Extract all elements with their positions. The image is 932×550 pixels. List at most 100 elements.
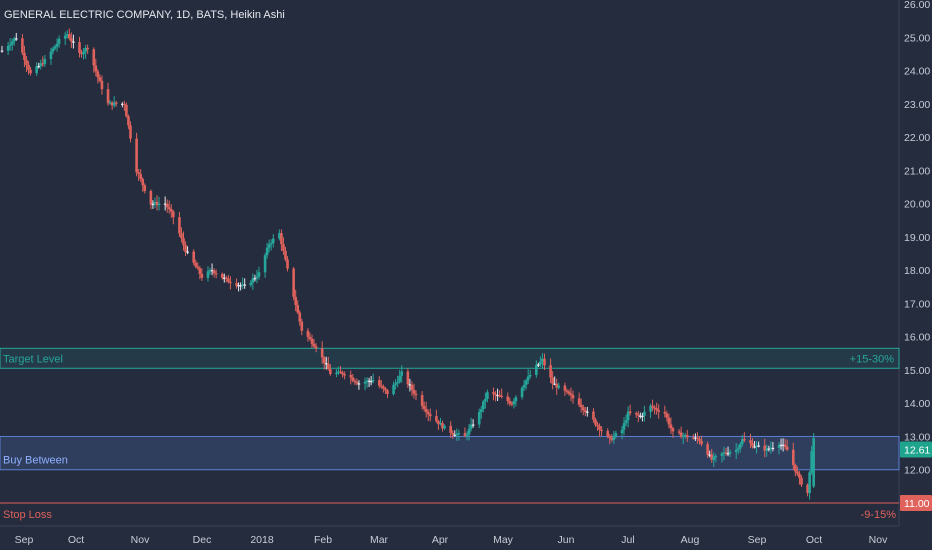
candle-body bbox=[212, 270, 216, 274]
candle-body bbox=[792, 449, 795, 465]
candle-body bbox=[392, 384, 395, 395]
candle-body bbox=[112, 102, 116, 106]
candle-body bbox=[779, 444, 783, 447]
x-tick-label: Sep bbox=[748, 534, 767, 546]
candle-body bbox=[214, 273, 218, 275]
last-price-badge bbox=[900, 441, 932, 458]
candle-body bbox=[736, 448, 740, 450]
candle-body bbox=[622, 423, 626, 430]
candle-body bbox=[528, 374, 532, 377]
candle-body bbox=[424, 408, 428, 413]
candle-body bbox=[639, 415, 642, 417]
candle-body bbox=[596, 424, 599, 426]
candle-body bbox=[412, 389, 416, 394]
price-axis: 26.00 25.00 24.00 23.00 22.00 21.00 20.00 19.00… bbox=[904, 0, 930, 510]
candle-body bbox=[443, 425, 446, 429]
candle-body bbox=[394, 383, 397, 385]
candle-body bbox=[426, 412, 430, 415]
target-level-label: Target Level bbox=[3, 353, 63, 365]
candle-body bbox=[121, 103, 124, 106]
candle-body bbox=[65, 34, 69, 36]
candle-body bbox=[612, 436, 616, 440]
candle-body bbox=[296, 304, 300, 313]
candle-body bbox=[714, 455, 718, 458]
candle-body bbox=[428, 414, 432, 417]
candle-body bbox=[92, 49, 96, 66]
candle-body bbox=[255, 276, 259, 279]
candle-body bbox=[467, 428, 471, 435]
x-tick-label: May bbox=[493, 534, 514, 546]
candle-body bbox=[278, 233, 281, 239]
candle-body bbox=[806, 484, 809, 493]
candle-body bbox=[210, 270, 214, 272]
last-price-text: 12.61 bbox=[904, 444, 930, 456]
candle-body bbox=[365, 380, 369, 382]
candle-body bbox=[610, 437, 614, 440]
chart-title: GENERAL ELECTRIC COMPANY, 1D, BATS, Heik… bbox=[4, 9, 285, 21]
candle-body bbox=[96, 71, 100, 78]
candle-body bbox=[298, 312, 302, 322]
candle-body bbox=[406, 371, 410, 385]
candle-body bbox=[194, 262, 198, 267]
candle-body bbox=[494, 394, 497, 396]
candle-body bbox=[157, 203, 161, 206]
candle-body bbox=[263, 255, 267, 273]
candle-body bbox=[649, 405, 652, 412]
candle-body bbox=[781, 444, 785, 446]
y-tick-label: 21.00 bbox=[904, 165, 930, 177]
candle-body bbox=[182, 238, 185, 245]
candle-body bbox=[586, 411, 589, 413]
candle-body bbox=[229, 281, 232, 284]
candle-body bbox=[453, 434, 457, 436]
target-zone bbox=[0, 347, 900, 369]
candle-body bbox=[628, 411, 632, 414]
candle-body bbox=[382, 386, 385, 389]
candle-body bbox=[284, 250, 287, 260]
candle-body bbox=[583, 410, 587, 413]
x-tick-label: Feb bbox=[314, 534, 332, 546]
candle-body bbox=[751, 443, 754, 447]
candle-body bbox=[169, 209, 173, 212]
candle-body bbox=[455, 433, 459, 436]
candle-body bbox=[200, 273, 204, 278]
candle-body bbox=[608, 435, 612, 438]
candle-body bbox=[78, 42, 81, 53]
candle-body bbox=[771, 447, 775, 450]
candle-body bbox=[653, 407, 656, 409]
candle-body bbox=[524, 380, 528, 385]
candle-body bbox=[343, 374, 346, 376]
candle-body bbox=[706, 444, 709, 455]
candle-body bbox=[241, 284, 244, 286]
x-tick-label: Oct bbox=[68, 534, 84, 546]
candle-body bbox=[626, 411, 630, 421]
candle-body bbox=[777, 445, 781, 448]
candle-body bbox=[408, 384, 412, 386]
candle-body bbox=[555, 383, 559, 388]
candle-body bbox=[398, 375, 401, 382]
candle-body bbox=[178, 217, 181, 234]
candle-body bbox=[110, 102, 114, 106]
x-tick-label: Sep bbox=[15, 534, 34, 546]
candle-body bbox=[369, 381, 373, 383]
candle-body bbox=[329, 369, 332, 375]
candle-body bbox=[137, 172, 140, 175]
x-tick-label: Mar bbox=[370, 534, 389, 546]
stop-price-badge bbox=[900, 495, 932, 511]
candle-body bbox=[349, 375, 353, 378]
candle-body bbox=[70, 38, 73, 42]
candle-body bbox=[253, 278, 257, 280]
candle-body bbox=[300, 321, 304, 331]
x-tick-label: Dec bbox=[193, 534, 212, 546]
candle-body bbox=[308, 336, 312, 339]
candle-body bbox=[694, 437, 697, 439]
candle-body bbox=[665, 413, 669, 418]
candle-body bbox=[310, 338, 314, 344]
candle-body bbox=[726, 453, 730, 455]
candle-body bbox=[227, 278, 230, 282]
candle-body bbox=[477, 411, 481, 425]
y-tick-label: 14.00 bbox=[904, 398, 930, 410]
candle-body bbox=[637, 414, 640, 416]
candle-body bbox=[172, 211, 175, 218]
